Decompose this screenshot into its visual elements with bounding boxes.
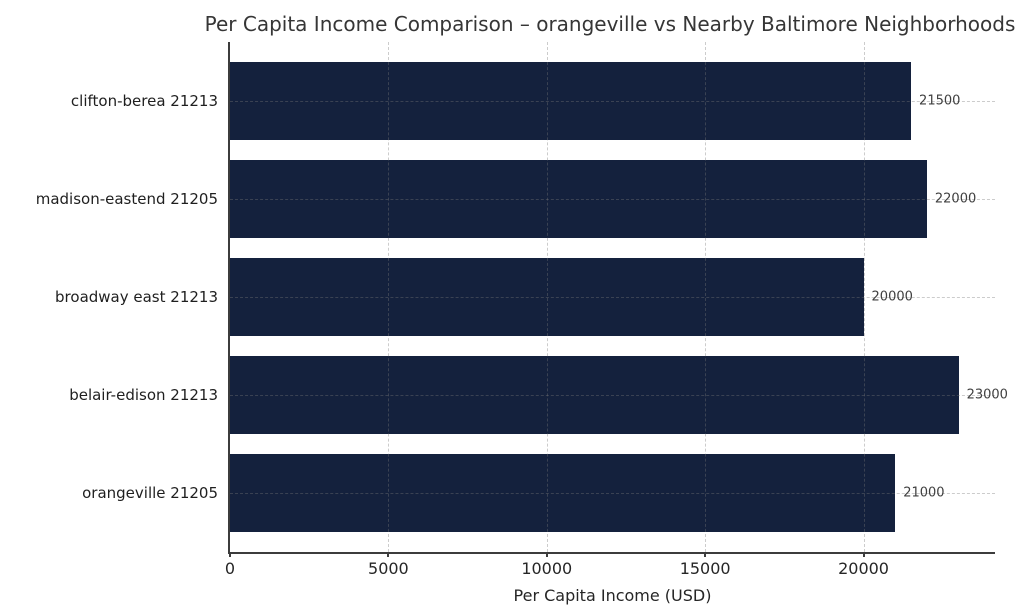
bar: [230, 454, 896, 532]
y-tick-label: belair-edison 21213: [69, 386, 218, 404]
gridline-horizontal: [230, 493, 995, 494]
bar: [230, 258, 864, 336]
x-tick-mark: [862, 552, 865, 557]
gridline-vertical: [863, 42, 865, 552]
bar: [230, 62, 912, 140]
bar-value-label: 21500: [919, 93, 961, 109]
bar-value-label: 20000: [871, 289, 913, 305]
x-tick-mark: [545, 552, 548, 557]
x-tick-mark: [387, 552, 390, 557]
gridline-horizontal: [230, 101, 995, 102]
x-tick-mark: [704, 552, 707, 557]
x-tick-mark: [229, 552, 231, 557]
y-tick-label: clifton-berea 21213: [70, 92, 218, 110]
x-tick-label: 15000: [679, 559, 731, 578]
y-tick-label: orangeville 21205: [82, 484, 218, 502]
x-tick-label: 20000: [838, 559, 889, 578]
bar-value-label: 22000: [934, 191, 977, 207]
bar: [230, 356, 959, 434]
chart-title: Per Capita Income Comparison – orangevil…: [204, 12, 1016, 36]
x-tick-label: 10000: [521, 559, 573, 578]
gridline-horizontal: [230, 199, 995, 200]
y-tick-label: broadway east 21213: [55, 288, 218, 306]
y-tick-label: madison-eastend 21205: [35, 190, 218, 208]
gridline-vertical: [546, 42, 548, 552]
bar-value-label: 23000: [966, 387, 1008, 403]
bar: [230, 160, 927, 238]
gridline-vertical: [705, 42, 707, 552]
bar-value-label: 21000: [903, 485, 945, 501]
plot-area: Per Capita Income (USD) 21500 clifton-ber…: [36, 42, 1008, 605]
x-tick-label: 5000: [368, 559, 409, 578]
gridline-horizontal: [230, 297, 995, 298]
gridline-horizontal: [230, 395, 995, 396]
gridline-vertical: [388, 42, 390, 552]
x-axis-label: Per Capita Income (USD): [513, 586, 712, 605]
x-tick-label: 0: [224, 559, 236, 578]
